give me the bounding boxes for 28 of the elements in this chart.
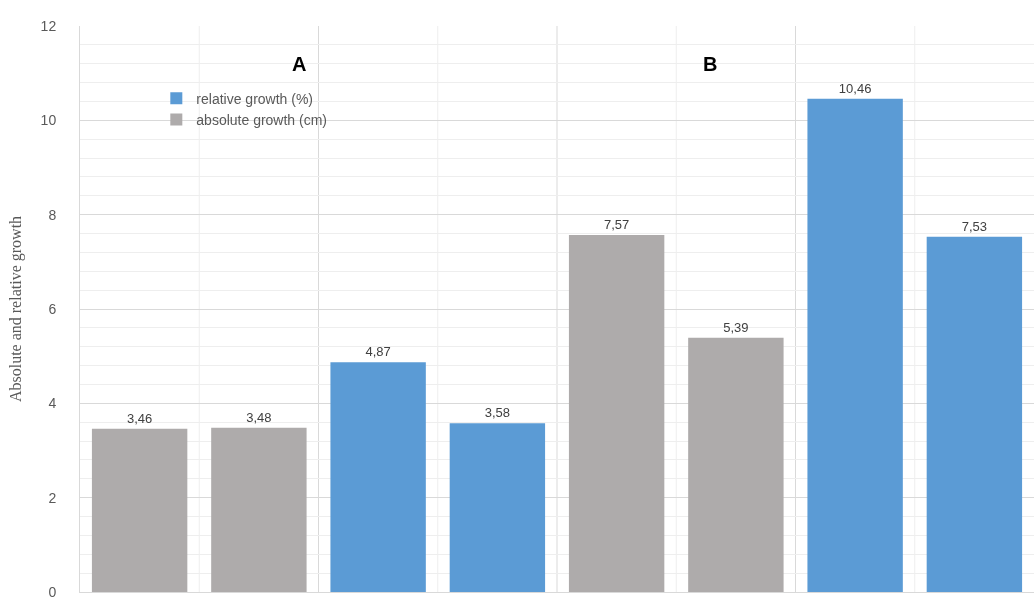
bar [807,98,903,592]
y-tick-label: 12 [40,17,57,34]
y-tick-label: 8 [48,206,57,223]
y-tick-label: 10 [40,112,57,129]
bar [568,234,665,592]
data-label: 4,87 [365,344,391,360]
data-label: 3,46 [126,410,153,426]
bar [926,236,1023,592]
data-label: 7,53 [961,218,988,234]
bar [211,427,307,592]
bar [330,362,426,592]
legend-label: absolute growth (cm) [196,111,328,128]
y-axis-title: Absolute and relative growth [6,215,25,403]
bar [688,337,784,592]
legend-label: relative growth (%) [196,90,314,107]
data-label: 5,39 [723,319,749,335]
data-label: 3,48 [246,409,272,425]
data-label: 3,58 [484,405,511,421]
bar [449,423,546,592]
y-tick-label: 6 [48,300,57,317]
y-tick-label: 4 [48,395,57,412]
bar [91,428,188,592]
annotation: B [703,53,718,75]
y-tick-label: 2 [48,489,57,506]
annotation: A [292,53,307,75]
data-label: 7,57 [603,216,630,232]
data-label: 10,46 [838,80,872,96]
y-tick-label: 0 [48,583,57,600]
